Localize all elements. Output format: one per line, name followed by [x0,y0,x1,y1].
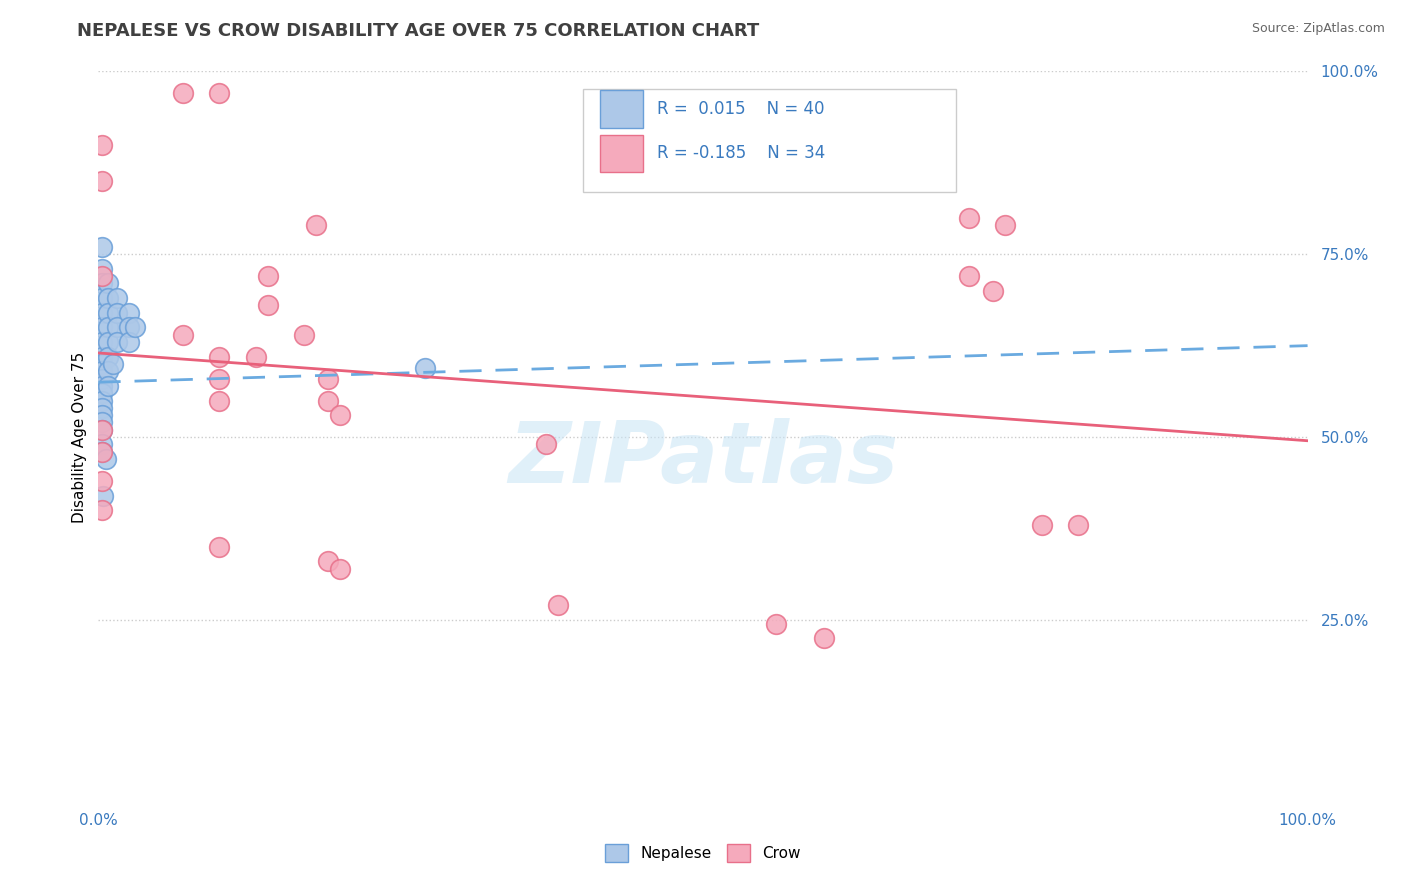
Point [94,452,117,467]
Point [245,350,267,364]
Point [91,379,114,393]
Point [91,386,114,401]
Point [91,240,114,254]
Point [97,334,120,349]
Point [101,357,124,371]
Point [91,401,114,415]
Point [91,423,114,437]
Point [91,393,114,408]
Point [316,371,339,385]
Point [97,379,120,393]
Point [1031,517,1053,532]
Point [1067,517,1090,532]
Point [91,334,114,349]
Point [91,137,114,152]
Point [813,632,835,646]
Point [208,393,231,408]
Point [91,371,114,385]
Point [305,218,328,232]
Point [256,298,278,312]
Point [329,562,352,576]
Y-axis label: Disability Age Over 75: Disability Age Over 75 [72,351,87,523]
Point [91,291,114,305]
Point [91,261,114,276]
Point [957,211,980,225]
Point [208,87,231,101]
Point [91,444,114,458]
Point [91,269,114,284]
Point [91,320,114,334]
Point [97,306,120,320]
Point [118,306,141,320]
Point [316,554,339,568]
Point [91,357,114,371]
Point [208,350,231,364]
Point [91,423,114,437]
Point [97,364,120,378]
Point [329,408,352,422]
Text: R =  0.015    N = 40: R = 0.015 N = 40 [657,100,824,118]
Legend: Nepalese, Crow: Nepalese, Crow [599,838,807,868]
Text: NEPALESE VS CROW DISABILITY AGE OVER 75 CORRELATION CHART: NEPALESE VS CROW DISABILITY AGE OVER 75 … [77,22,759,40]
Point [118,334,141,349]
Point [91,437,114,451]
Point [534,437,557,451]
Point [172,327,194,342]
Text: Source: ZipAtlas.com: Source: ZipAtlas.com [1251,22,1385,36]
Point [547,599,569,613]
Point [994,218,1017,232]
Point [172,87,194,101]
Point [91,408,114,422]
Point [957,269,980,284]
Point [413,360,436,375]
Point [316,393,339,408]
Point [91,277,114,291]
Point [91,503,114,517]
Point [91,416,114,430]
Point [765,616,787,631]
Point [97,320,120,334]
Point [105,320,128,334]
Point [124,320,146,334]
Point [91,350,114,364]
Point [208,371,231,385]
Point [97,291,120,305]
Point [208,540,231,554]
Point [981,284,1004,298]
Point [91,306,114,320]
Point [91,474,114,488]
Point [292,327,315,342]
Point [91,174,114,188]
Text: ZIPatlas: ZIPatlas [508,417,898,500]
Point [105,306,128,320]
Point [91,364,114,378]
Point [97,277,120,291]
Point [97,350,120,364]
Point [105,334,128,349]
Text: R = -0.185    N = 34: R = -0.185 N = 34 [657,145,825,162]
Point [118,320,141,334]
Point [105,291,128,305]
Point [256,269,278,284]
Point [91,489,114,503]
Point [91,444,114,458]
